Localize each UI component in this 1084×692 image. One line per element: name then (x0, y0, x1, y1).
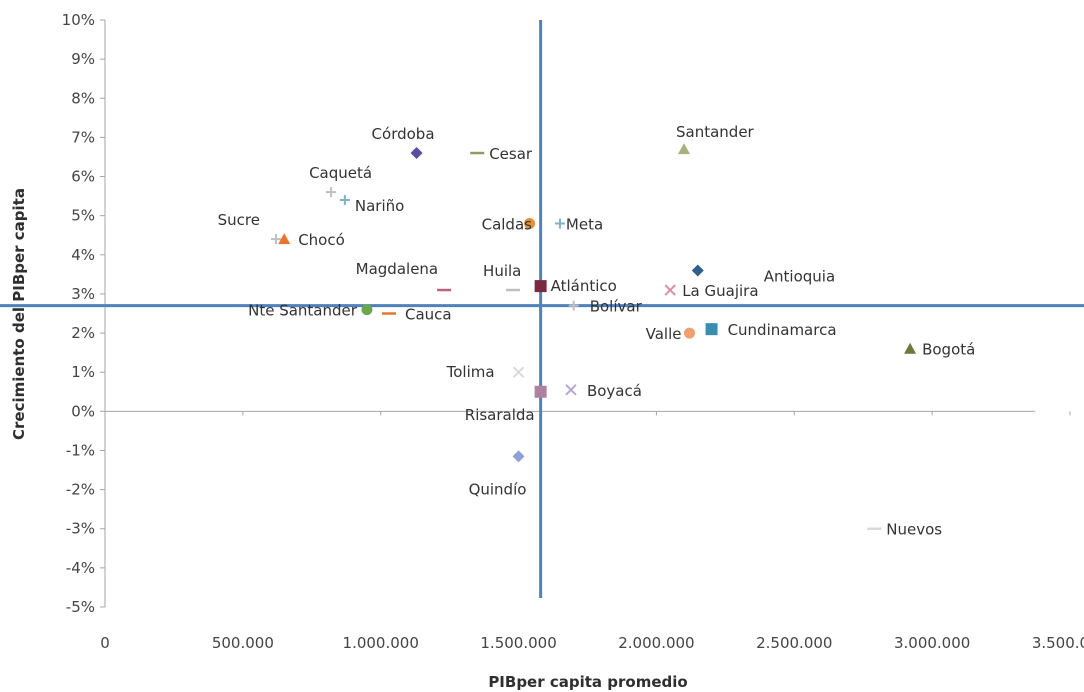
data-point-cundinamarca (705, 323, 718, 336)
data-point-bogot- (904, 342, 917, 354)
point-label: Boyacá (587, 382, 642, 400)
y-tick-label: 8% (71, 89, 95, 107)
data-point-quind-o (512, 450, 525, 463)
point-label: Nuevos (886, 521, 942, 539)
y-tick-label: 5% (71, 207, 95, 225)
x-tick-label: 1.000.000 (343, 634, 419, 652)
point-label: Nariño (355, 197, 404, 215)
y-tick-label: -5% (66, 598, 95, 616)
x-tick-label: 500.000 (212, 634, 274, 652)
data-point-c-rdoba (410, 147, 423, 160)
data-point-caldas (524, 217, 536, 229)
point-label: Córdoba (372, 125, 435, 143)
y-tick-label: 2% (71, 324, 95, 342)
y-tick-label: -4% (66, 559, 95, 577)
reference-lines (0, 20, 1084, 598)
point-label: Valle (646, 325, 682, 343)
y-tick-label: 10% (62, 11, 95, 29)
y-tick-label: 3% (71, 285, 95, 303)
data-point-antioquia (691, 264, 704, 277)
x-tick-label: 3.000.000 (894, 634, 970, 652)
axes-layer: 10% 9% 8% 7% 6% 5% 4% 3% 2% 1% 0% -1% -2% -3% -4% -5% 0 5… (62, 11, 1084, 652)
point-label: Antioquia (764, 267, 835, 285)
y-tick-label: 0% (71, 402, 95, 420)
point-label: Cesar (489, 145, 533, 163)
point-label: Sucre (218, 211, 260, 229)
x-tick-label: 0 (100, 634, 110, 652)
point-label: Tolima (446, 363, 495, 381)
y-tick-label: 7% (71, 128, 95, 146)
point-label: Cundinamarca (728, 321, 837, 339)
point-label: Atlántico (551, 277, 617, 295)
y-tick-label: 4% (71, 246, 95, 264)
point-labels: Córdoba Cesar Santander Caquetá Nariño Sucre C… (218, 123, 976, 539)
point-label: Cauca (405, 306, 452, 324)
point-label: Bolívar (590, 298, 643, 316)
point-label: Meta (566, 215, 603, 233)
y-tick-label: 9% (71, 50, 95, 68)
x-axis-title: PIBper capita promedio (488, 673, 687, 691)
data-point-caquet- (326, 187, 337, 198)
point-label: Risaralda (465, 406, 535, 424)
data-points (270, 143, 917, 530)
data-point-tolima (512, 366, 525, 378)
data-point-santander (678, 143, 690, 155)
data-point-risaralda (534, 385, 547, 398)
data-point-atl-ntico (534, 280, 547, 293)
x-tick-label: 3.500.000 (1032, 634, 1084, 652)
y-tick-label: -3% (66, 520, 95, 538)
data-point-meta (554, 218, 565, 229)
data-point-sucre (270, 234, 281, 245)
y-tick-label: -1% (66, 441, 95, 459)
point-label: Quindío (469, 480, 527, 498)
y-tick-label: 6% (71, 168, 95, 186)
point-label: Magdalena (356, 260, 438, 278)
point-label: Nte Santander (248, 302, 358, 320)
y-tick-label: 1% (71, 363, 95, 381)
point-label: Santander (676, 123, 755, 141)
point-label: Bogotá (922, 341, 975, 359)
data-point-la-guajira (664, 284, 676, 296)
y-axis-title: Crecimiento del PIBper capita (10, 188, 28, 440)
data-point-valle (684, 327, 696, 339)
y-tick-label: -2% (66, 481, 95, 499)
data-point-choc- (278, 233, 291, 245)
point-label: Caldas (482, 215, 533, 233)
point-label: Huila (483, 262, 521, 280)
x-tick-label: 1.500.000 (480, 634, 556, 652)
data-point-boyac- (565, 384, 577, 396)
data-point-nte-santander (361, 304, 373, 316)
point-label: Chocó (298, 231, 345, 249)
x-tick-label: 2.500.000 (756, 634, 832, 652)
point-label: Caquetá (309, 164, 372, 182)
point-label: La Guajira (682, 282, 758, 300)
data-point-bol-var (568, 300, 579, 311)
x-tick-label: 2.000.000 (618, 634, 694, 652)
data-point-nari-o (339, 195, 350, 206)
